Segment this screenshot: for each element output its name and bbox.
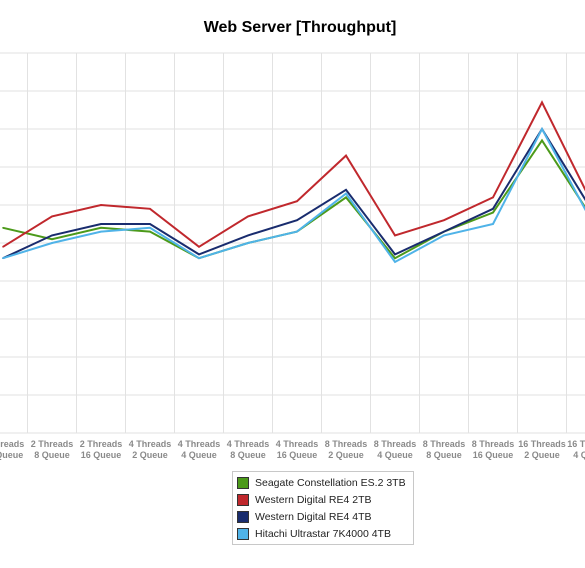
data-point: [345, 189, 347, 191]
data-point: [149, 230, 151, 233]
legend-item: Western Digital RE4 2TB: [233, 491, 413, 508]
x-tick-label: 2 Threads 8 Queue: [31, 439, 74, 460]
data-point: [443, 230, 445, 233]
series-group: [2, 100, 585, 264]
data-point: [492, 223, 494, 225]
data-point: [198, 253, 200, 256]
x-tick-label: 8 Threads 2 Queue: [325, 439, 368, 460]
series-line-2: [2, 100, 585, 249]
gridlines: [0, 52, 585, 434]
data-point: [394, 253, 396, 256]
data-point: [541, 139, 543, 142]
x-tick-label: 8 Threads 16 Queue: [472, 439, 515, 460]
data-point: [149, 227, 151, 229]
data-point: [345, 196, 347, 199]
legend: Seagate Constellation ES.2 3TB Western Di…: [232, 471, 414, 545]
series-line-3: [2, 127, 585, 260]
data-point: [394, 234, 396, 237]
data-point: [51, 242, 53, 244]
legend-item: Western Digital RE4 4TB: [233, 508, 413, 525]
data-point: [345, 154, 347, 157]
data-point: [247, 234, 249, 237]
data-point: [296, 230, 298, 233]
series-line-4: [2, 126, 585, 264]
data-point: [443, 234, 445, 237]
legend-swatch: [237, 527, 249, 540]
data-point: [345, 192, 347, 195]
legend-item: Hitachi Ultrastar 7K4000 4TB: [233, 525, 413, 542]
data-point: [492, 211, 494, 214]
data-point: [100, 230, 102, 233]
legend-swatch: [237, 493, 249, 506]
legend-swatch: [237, 510, 249, 523]
legend-label: Western Digital RE4 2TB: [255, 493, 372, 506]
data-point: [2, 257, 4, 260]
data-point: [541, 128, 543, 130]
data-point: [149, 208, 151, 210]
data-point: [296, 219, 298, 221]
data-point: [492, 196, 494, 199]
x-tick-label: 4 Threads 2 Queue: [129, 439, 172, 460]
data-point: [492, 208, 494, 210]
data-point: [2, 227, 4, 229]
data-point: [443, 219, 445, 221]
data-point: [198, 246, 200, 248]
data-point: [51, 215, 53, 218]
chart-title: Web Server [Throughput]: [203, 19, 397, 36]
x-tick-label: 8 Threads 4 Queue: [374, 439, 417, 460]
legend-label: Seagate Constellation ES.2 3TB: [255, 476, 406, 489]
data-point: [394, 261, 396, 263]
data-point: [247, 242, 249, 244]
data-point: [394, 257, 396, 260]
legend-label: Western Digital RE4 4TB: [255, 510, 372, 523]
x-tick-label: 16 Threads 2 Queue: [518, 439, 566, 460]
x-tick-label: 2 Threads 16 Queue: [80, 439, 123, 460]
data-point: [100, 204, 102, 206]
legend-swatch: [237, 476, 249, 489]
data-point: [100, 223, 102, 225]
data-point: [149, 223, 151, 225]
x-tick-label: 4 Threads 8 Queue: [227, 439, 270, 460]
data-point: [541, 101, 543, 104]
data-point: [51, 234, 53, 237]
data-point: [296, 200, 298, 202]
data-point: [100, 227, 102, 229]
data-point: [198, 257, 200, 260]
data-point: [2, 246, 4, 248]
x-tick-label: 8 Threads 8 Queue: [423, 439, 466, 460]
data-point: [247, 215, 249, 218]
data-point: [51, 238, 53, 240]
legend-label: Hitachi Ultrastar 7K4000 4TB: [255, 527, 391, 540]
legend-item: Seagate Constellation ES.2 3TB: [233, 474, 413, 491]
x-tick-label: 4 Threads 4 Queue: [178, 439, 221, 460]
x-tick-label: 4 Threads 16 Queue: [276, 439, 319, 460]
